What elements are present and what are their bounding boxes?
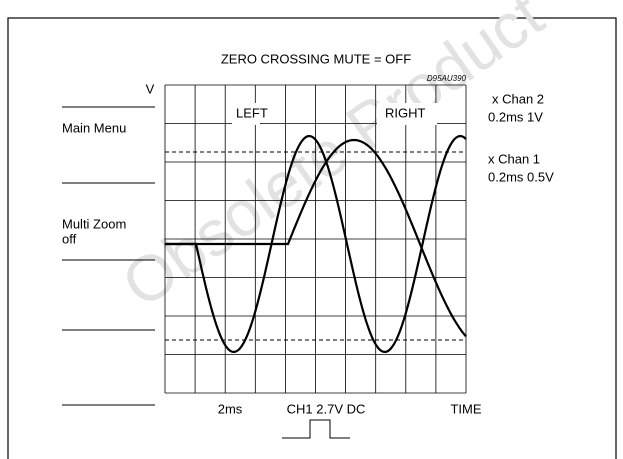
trigger: CH1 2.7V DC [287, 401, 366, 416]
left-label: LEFT [236, 105, 268, 120]
menu-item[interactable]: Main Menu [62, 120, 126, 135]
side-menu [62, 106, 155, 406]
title: ZERO CROSSING MUTE = OFF [221, 51, 411, 66]
channel-2-wave [165, 138, 467, 338]
x-label: TIME [450, 401, 481, 416]
menu-item[interactable]: off [62, 231, 77, 246]
channel-setting: 0.2ms 1V [488, 109, 543, 124]
trigger-pulse-icon [282, 419, 350, 439]
grid [164, 84, 467, 394]
timebase: 2ms [218, 401, 243, 416]
y-label: V [146, 81, 155, 96]
channel-1-wave [165, 134, 467, 354]
label-box [377, 103, 437, 125]
label-box [232, 103, 260, 125]
figure-id: D95AU390 [427, 74, 467, 83]
menu-item[interactable]: Multi Zoom [62, 216, 126, 231]
frame [7, 17, 617, 459]
channel-name: x Chan 2 [492, 91, 544, 106]
channel-setting: 0.2ms 0.5V [488, 169, 554, 184]
channel-name: x Chan 1 [488, 151, 540, 166]
right-label: RIGHT [385, 105, 426, 120]
